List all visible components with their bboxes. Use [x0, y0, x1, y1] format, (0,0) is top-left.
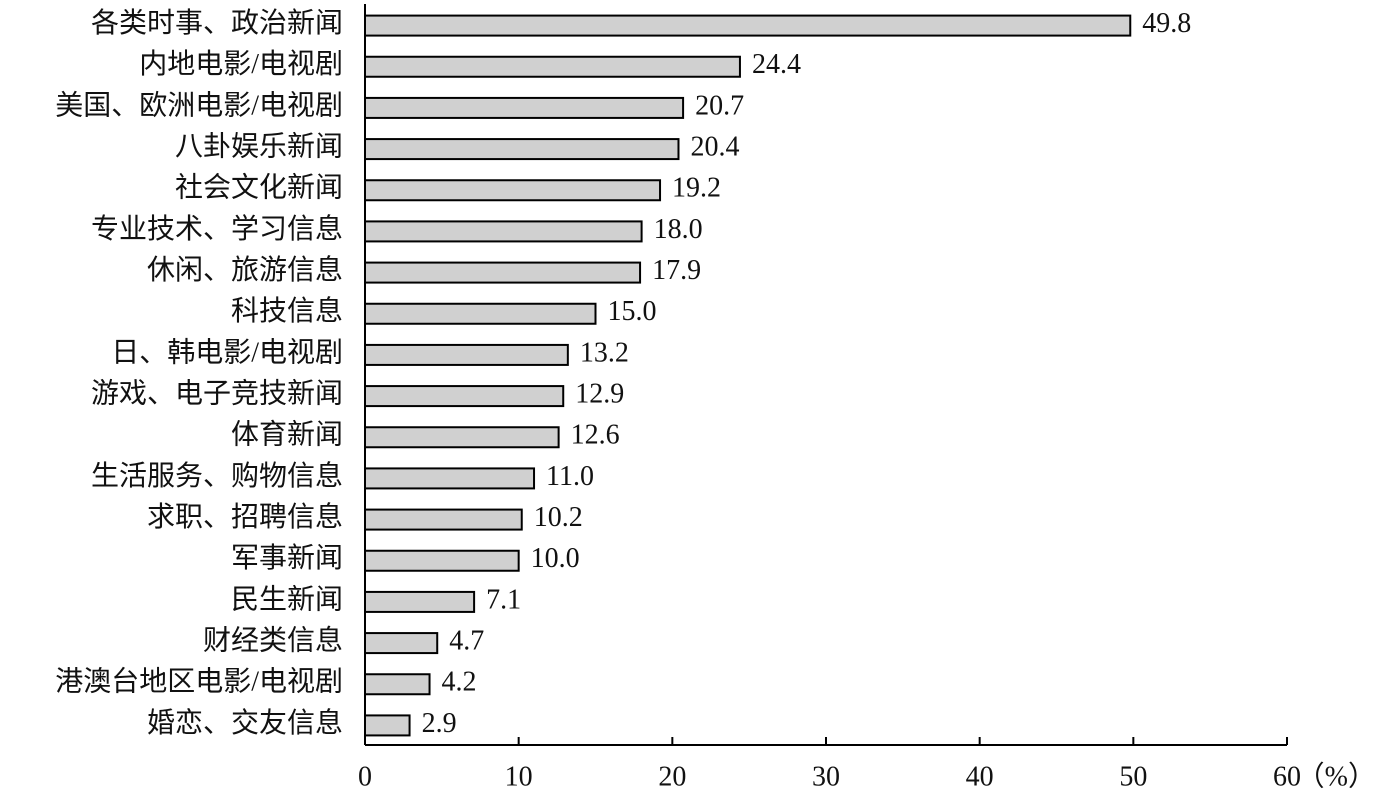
- y-tick-label: 求职、招聘信息: [147, 501, 343, 533]
- bar: [364, 385, 565, 408]
- y-tick-label: 军事新闻: [231, 542, 343, 574]
- y-tick-label: 港澳台地区电影/电视剧: [55, 666, 343, 698]
- value-label: 18.0: [654, 214, 703, 245]
- y-tick-label: 各类时事、政治新闻: [91, 7, 343, 39]
- y-tick-label: 社会文化新闻: [175, 172, 343, 204]
- value-label: 4.7: [449, 626, 484, 657]
- value-label: 10.0: [531, 543, 580, 574]
- bar: [364, 673, 431, 696]
- value-label: 10.2: [534, 502, 583, 533]
- bar: [364, 220, 643, 243]
- value-label: 2.9: [422, 708, 457, 739]
- bar: [364, 467, 536, 490]
- bar: [364, 138, 680, 161]
- x-tick-label: 40: [966, 761, 994, 792]
- bar: [364, 632, 439, 655]
- bar: [364, 508, 523, 531]
- value-label: 24.4: [752, 49, 801, 80]
- value-label: 12.9: [575, 379, 624, 410]
- y-tick-label: 民生新闻: [231, 583, 343, 615]
- value-label: 20.4: [690, 132, 739, 163]
- value-label: 13.2: [580, 337, 629, 368]
- y-tick-label: 专业技术、学习信息: [91, 213, 343, 245]
- x-axis-label: （%）: [1297, 760, 1376, 792]
- value-label: 4.2: [442, 667, 477, 698]
- y-tick-label: 婚恋、交友信息: [147, 707, 343, 739]
- y-tick-label: 体育新闻: [231, 419, 343, 451]
- y-tick-label: 生活服务、购物信息: [91, 460, 343, 492]
- x-tick-label: 10: [505, 761, 533, 792]
- bar: [364, 426, 560, 449]
- x-tick-label: 60: [1273, 761, 1301, 792]
- y-tick-label: 财经类信息: [203, 625, 343, 657]
- value-label: 7.1: [486, 584, 521, 615]
- y-tick-label: 内地电影/电视剧: [139, 48, 343, 80]
- value-label: 19.2: [672, 173, 721, 204]
- bar: [364, 55, 741, 78]
- bar: [364, 14, 1132, 37]
- bar: [364, 179, 662, 202]
- bar: [364, 549, 520, 572]
- bar: [364, 590, 476, 613]
- bar: [364, 714, 411, 737]
- x-tick-label: 50: [1119, 761, 1147, 792]
- bar: [364, 302, 597, 325]
- y-tick-label: 休闲、旅游信息: [147, 254, 343, 286]
- bar: [364, 261, 642, 284]
- value-label: 20.7: [695, 90, 744, 121]
- value-label: 49.8: [1142, 8, 1191, 39]
- x-tick-label: 20: [658, 761, 686, 792]
- y-tick-label: 科技信息: [231, 295, 343, 327]
- value-label: 15.0: [608, 296, 657, 327]
- y-tick-label: 游戏、电子竞技新闻: [91, 378, 343, 410]
- x-tick-label: 30: [812, 761, 840, 792]
- y-tick-label: 美国、欧洲电影/电视剧: [55, 89, 343, 121]
- bar: [364, 96, 685, 119]
- value-label: 17.9: [652, 255, 701, 286]
- y-tick-label: 八卦娱乐新闻: [175, 131, 343, 163]
- x-tick-label: 0: [358, 761, 372, 792]
- bar: [364, 343, 569, 366]
- y-tick-label: 日、韩电影/电视剧: [111, 336, 343, 368]
- value-label: 11.0: [546, 461, 594, 492]
- value-label: 12.6: [571, 420, 620, 451]
